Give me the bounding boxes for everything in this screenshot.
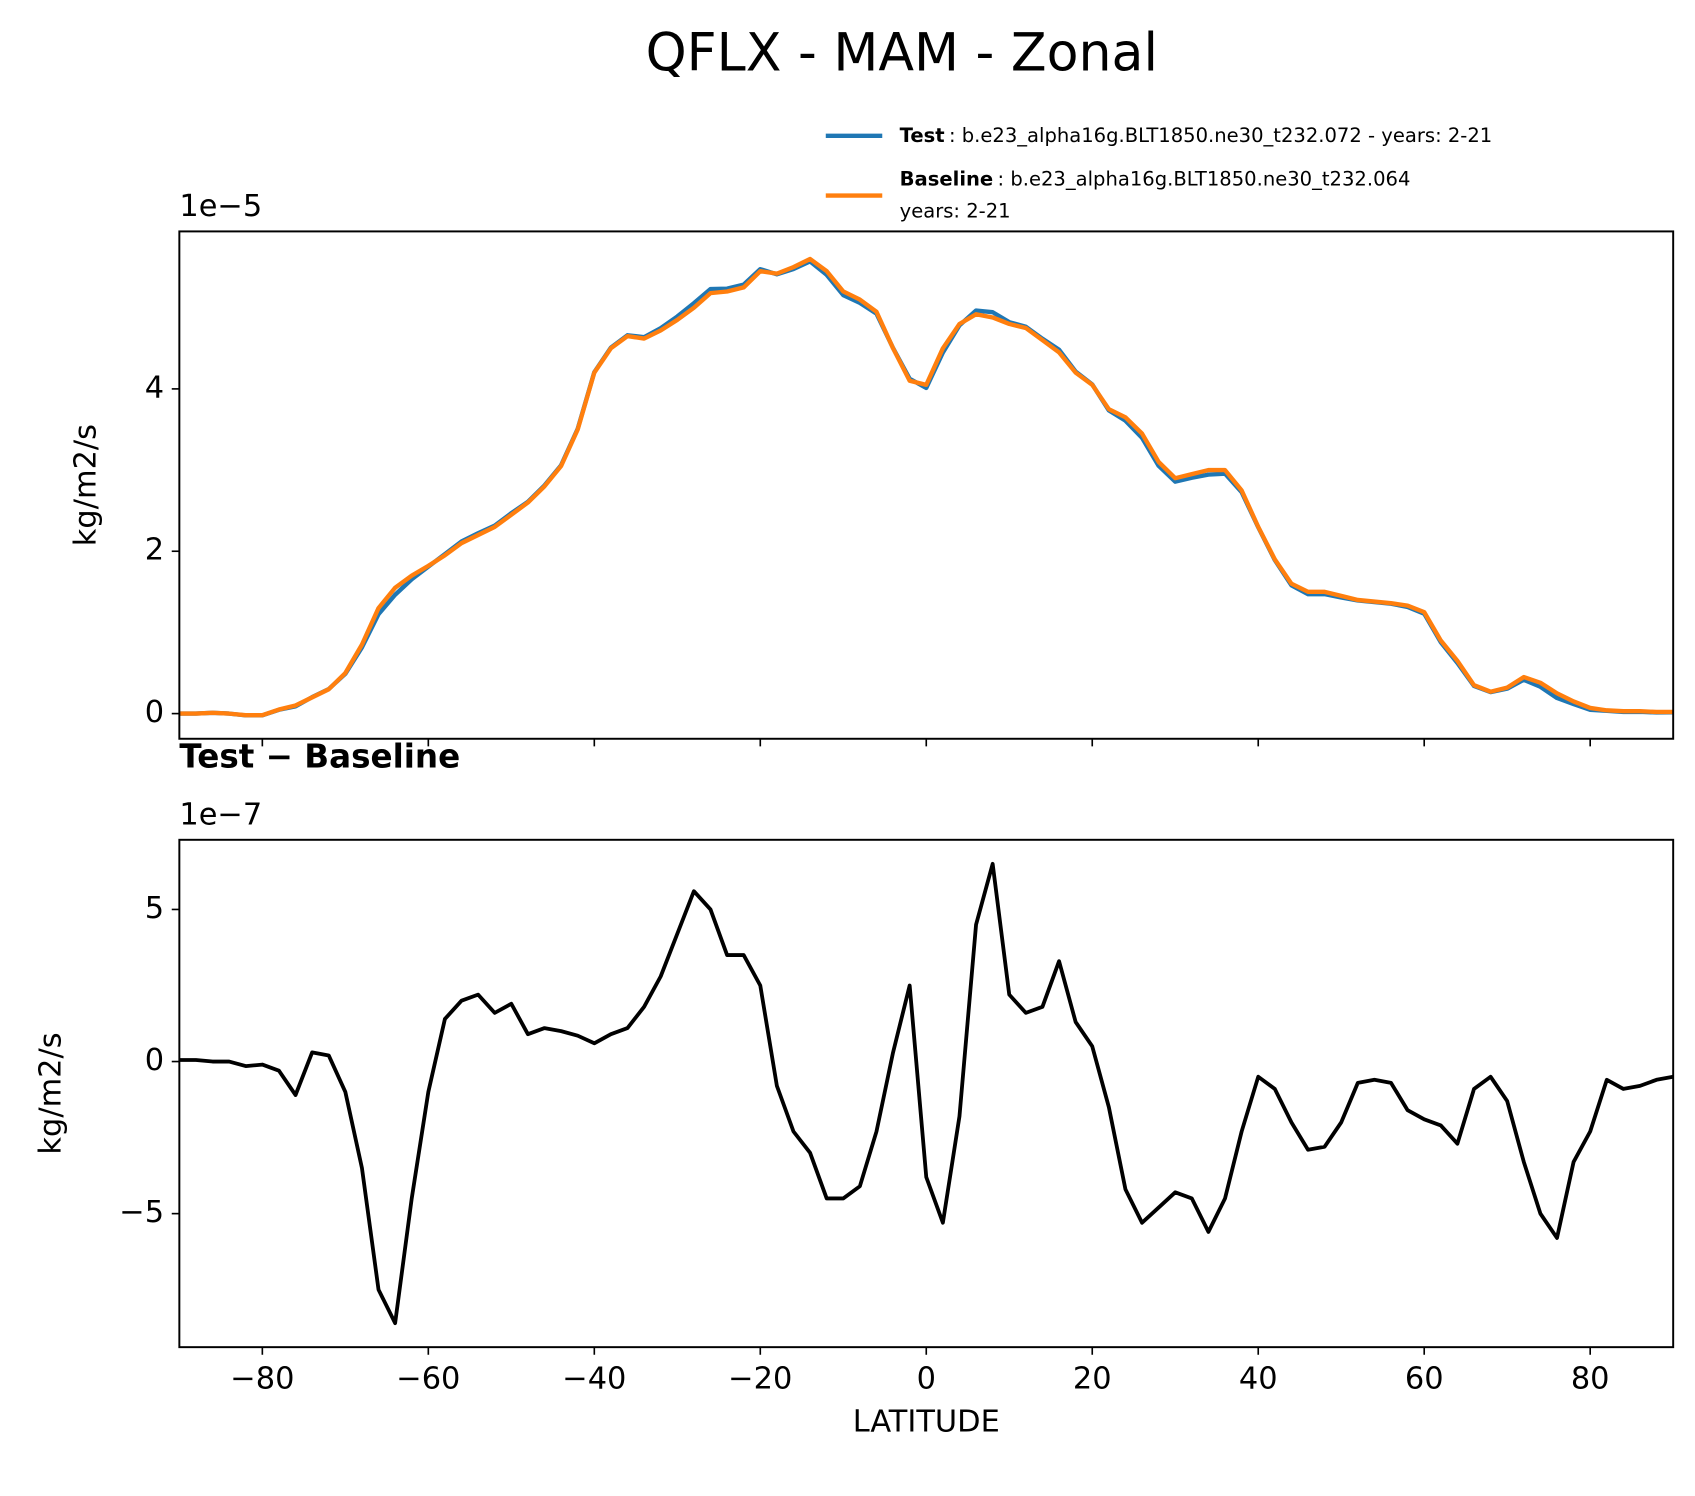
series-line [179, 256, 1674, 718]
offset-text: 1e−5 [179, 189, 262, 224]
legend-name: Test [900, 123, 945, 146]
x-tick-label: −40 [562, 1361, 626, 1396]
y-tick-label: 0 [145, 1043, 164, 1078]
legend-label: Test: b.e23_alpha16g.BLT1850.ne30_t232.0… [900, 123, 1493, 146]
x-tick-label: 20 [1073, 1361, 1112, 1396]
legend-label: Baseline: b.e23_alpha16g.BLT1850.ne30_t2… [900, 167, 1411, 190]
y-axis-label: kg/m2/s [69, 424, 104, 546]
y-tick-label: 4 [145, 370, 164, 405]
x-axis-label: LATITUDE [853, 1405, 1000, 1440]
axes-frame [178, 230, 1675, 740]
y-tick-label: 0 [145, 695, 164, 730]
legend-detail: years: 2-21 [900, 199, 1011, 222]
x-tick-label: 40 [1239, 1361, 1278, 1396]
x-tick-label: −60 [396, 1361, 460, 1396]
y-tick-label: 5 [145, 891, 164, 926]
subplot-title: Test − Baseline [179, 737, 460, 775]
y-tick-label: −5 [119, 1195, 164, 1230]
offset-text: 1e−7 [179, 797, 262, 832]
legend-name: Baseline [900, 167, 994, 190]
figure-title: QFLX - MAM - Zonal [646, 23, 1158, 83]
x-tick-label: 0 [917, 1361, 936, 1396]
x-tick-label: 80 [1571, 1361, 1610, 1396]
y-axis-label: kg/m2/s [34, 1032, 69, 1154]
y-tick-label: 2 [145, 533, 164, 568]
x-tick-label: 60 [1405, 1361, 1444, 1396]
legend-detail: : b.e23_alpha16g.BLT1850.ne30_t232.064 [998, 167, 1411, 190]
series-line [179, 861, 1674, 1326]
axes-frame [178, 838, 1675, 1349]
x-tick-label: −20 [728, 1361, 792, 1396]
legend-detail: : b.e23_alpha16g.BLT1850.ne30_t232.072 -… [949, 123, 1492, 146]
x-tick-label: −80 [230, 1361, 294, 1396]
